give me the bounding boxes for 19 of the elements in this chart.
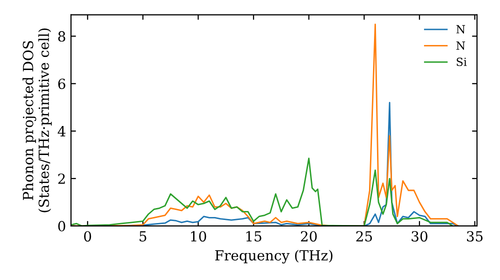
y-tick-label: 4 (58, 126, 66, 136)
x-tick-label: 15 (246, 231, 262, 242)
legend-label: N (456, 41, 466, 50)
x-tick-label: 0 (84, 231, 92, 242)
y-tick-label: 0 (58, 220, 66, 232)
x-tick-label: 35 (467, 231, 483, 242)
x-tick-label: 30 (412, 231, 428, 242)
y-axis-title: Phonon projected DOS (States/THz·primitive cell) (22, 28, 52, 212)
y-tick-label: 8 (58, 31, 66, 42)
y-tick-label: 6 (58, 78, 66, 90)
y-tick-label: 2 (58, 173, 65, 184)
x-axis-title: Frequency (THz) (215, 250, 332, 264)
x-tick-label: 10 (191, 231, 206, 242)
legend-label: Si (456, 58, 467, 66)
line-series (71, 158, 454, 226)
x-tick-label: 25 (356, 231, 372, 242)
x-tick-label: 5 (140, 231, 146, 242)
x-tick-label: 20 (300, 231, 317, 242)
legend-label: N (456, 25, 466, 34)
